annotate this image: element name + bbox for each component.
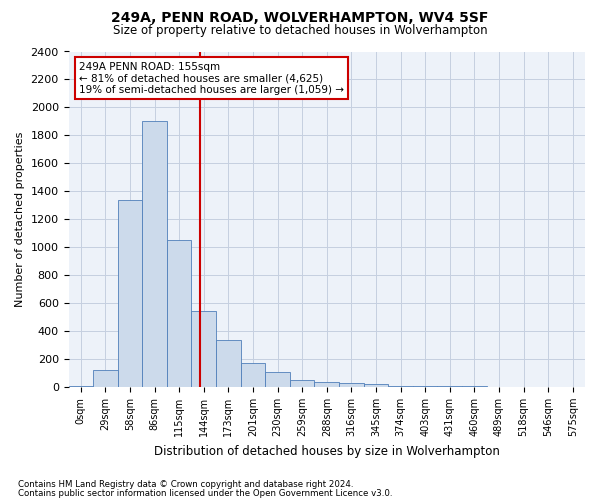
Bar xyxy=(118,200,142,387)
Bar xyxy=(339,384,364,387)
Text: Contains HM Land Registry data © Crown copyright and database right 2024.: Contains HM Land Registry data © Crown c… xyxy=(18,480,353,489)
Bar xyxy=(413,386,437,387)
Text: Contains public sector information licensed under the Open Government Licence v3: Contains public sector information licen… xyxy=(18,488,392,498)
Y-axis label: Number of detached properties: Number of detached properties xyxy=(15,132,25,307)
Bar xyxy=(93,370,118,387)
Bar xyxy=(191,312,216,387)
Text: 249A, PENN ROAD, WOLVERHAMPTON, WV4 5SF: 249A, PENN ROAD, WOLVERHAMPTON, WV4 5SF xyxy=(112,11,488,25)
Bar xyxy=(437,386,462,387)
Bar xyxy=(462,386,487,387)
Bar xyxy=(216,340,241,387)
Bar xyxy=(364,384,388,387)
Bar xyxy=(388,386,413,387)
Bar xyxy=(241,363,265,387)
Text: Size of property relative to detached houses in Wolverhampton: Size of property relative to detached ho… xyxy=(113,24,487,37)
Bar xyxy=(142,122,167,387)
Bar xyxy=(167,240,191,387)
X-axis label: Distribution of detached houses by size in Wolverhampton: Distribution of detached houses by size … xyxy=(154,444,500,458)
Bar xyxy=(68,386,93,387)
Bar xyxy=(290,380,314,387)
Bar xyxy=(314,382,339,387)
Bar xyxy=(265,372,290,387)
Text: 249A PENN ROAD: 155sqm
← 81% of detached houses are smaller (4,625)
19% of semi-: 249A PENN ROAD: 155sqm ← 81% of detached… xyxy=(79,62,344,95)
